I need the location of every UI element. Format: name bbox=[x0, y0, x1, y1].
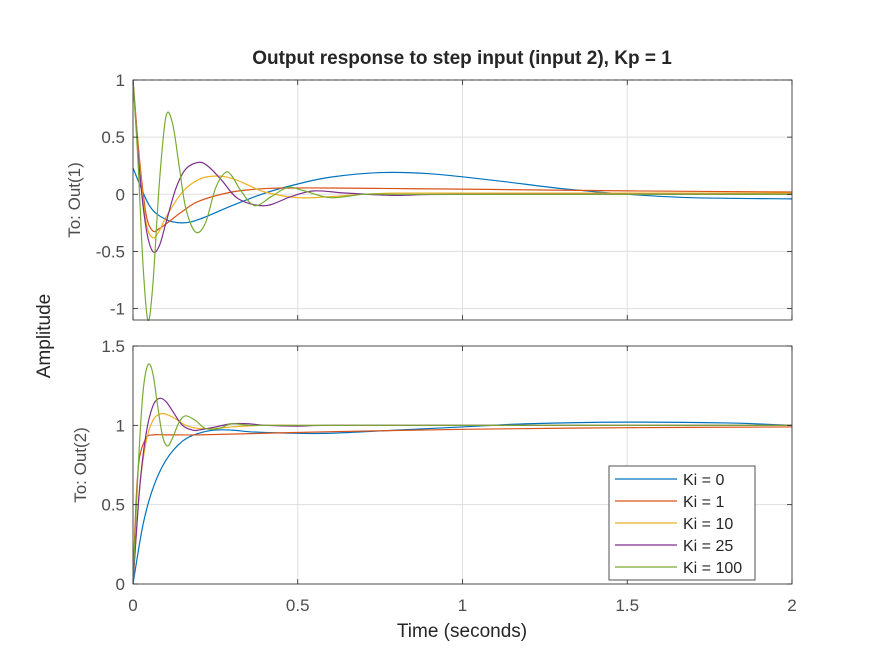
x-axis-label: Time (seconds) bbox=[397, 621, 527, 642]
y-tick-label: 1 bbox=[116, 71, 125, 90]
x-tick-label: 1 bbox=[458, 596, 467, 615]
x-tick-label: 1.5 bbox=[615, 596, 639, 615]
y-tick-label: 0.5 bbox=[101, 128, 125, 147]
x-tick-label: 0 bbox=[128, 596, 137, 615]
legend-entry: Ki = 10 bbox=[683, 516, 733, 533]
y-tick-label: 0 bbox=[116, 185, 125, 204]
chart-title: Output response to step input (input 2),… bbox=[252, 48, 672, 69]
legend-entry: Ki = 25 bbox=[683, 538, 733, 555]
series-line-ki-25 bbox=[133, 79, 792, 253]
x-tick-label: 0.5 bbox=[286, 596, 310, 615]
y-tick-label: 0.5 bbox=[101, 496, 125, 515]
y-tick-label: 0 bbox=[116, 575, 125, 594]
legend-entry: Ki = 100 bbox=[683, 560, 742, 577]
upper-panel-out1: -1 -0.5 0 0.5 1 To: Out(1) bbox=[65, 71, 793, 321]
series-line-ki-100 bbox=[133, 79, 792, 321]
y-tick-label: -0.5 bbox=[96, 242, 125, 261]
series-line-ki-0 bbox=[133, 421, 792, 585]
y-tick-label: -1 bbox=[110, 300, 125, 319]
series-line-ki-1 bbox=[133, 426, 792, 585]
panel-y-label: To: Out(2) bbox=[71, 427, 90, 503]
y-axis-label: Amplitude bbox=[34, 294, 55, 379]
panel-y-label: To: Out(1) bbox=[65, 162, 84, 238]
legend-entry: Ki = 1 bbox=[683, 494, 724, 511]
series-line-ki-10 bbox=[133, 79, 792, 239]
y-tick-label: 1 bbox=[116, 416, 125, 435]
x-tick-label: 2 bbox=[787, 596, 796, 615]
legend-entry: Ki = 0 bbox=[683, 472, 724, 489]
series-line-ki-1 bbox=[133, 79, 792, 233]
legend: Ki = 0 Ki = 1 Ki = 10 Ki = 25 Ki = 100 bbox=[608, 465, 756, 581]
y-tick-label: 1.5 bbox=[101, 337, 125, 356]
series-line-ki-100 bbox=[133, 363, 792, 585]
